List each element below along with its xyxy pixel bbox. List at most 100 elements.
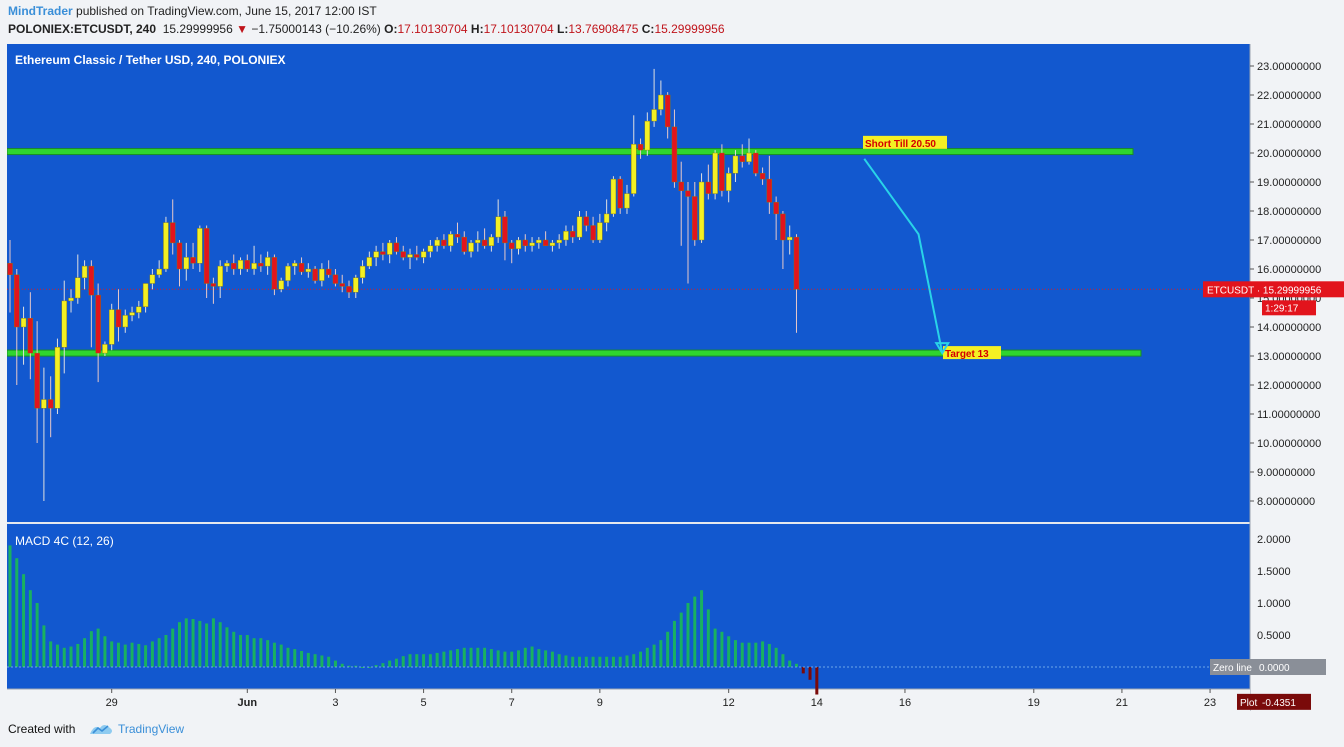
candle-body (278, 280, 284, 290)
candle (61, 280, 67, 374)
candle-body (136, 306, 142, 313)
candle (454, 222, 461, 243)
low-value: 13.76908475 (568, 22, 639, 36)
candle-body (610, 178, 617, 215)
macd-bar (442, 651, 446, 667)
macd-bar (761, 641, 765, 667)
macd-bar (781, 654, 785, 667)
zero-line-value: 0.0000 (1259, 663, 1290, 674)
candle (509, 240, 515, 264)
macd-bar (144, 645, 148, 667)
candle-body (163, 222, 169, 270)
candle-body (122, 315, 128, 328)
candle (705, 164, 712, 200)
candle-body (495, 216, 501, 238)
tradingview-logo-icon[interactable] (88, 719, 188, 739)
candle-body (298, 262, 305, 273)
macd-bar (510, 651, 514, 667)
macd-bar (523, 647, 527, 667)
macd-bar (232, 631, 236, 667)
candle-body (746, 152, 752, 162)
candle-body (95, 294, 101, 354)
candle-body (373, 251, 379, 258)
macd-bar (157, 638, 161, 667)
candle (163, 216, 169, 272)
plot-label: Plot (1240, 698, 1257, 709)
candle-body (576, 216, 583, 238)
candle-body (339, 283, 345, 287)
candle-body (102, 344, 108, 354)
macd-bar (394, 658, 398, 667)
candle (725, 167, 732, 203)
candle (156, 260, 162, 278)
candle (393, 237, 400, 255)
candle (386, 240, 393, 264)
candle (495, 199, 501, 243)
high-value: 17.10130704 (483, 22, 554, 36)
candle (20, 306, 27, 365)
candle (183, 242, 189, 281)
price-tick-label: 8.00000000 (1257, 496, 1315, 508)
macd-bar (137, 643, 141, 667)
candle (54, 338, 61, 414)
macd-bar (327, 656, 331, 667)
candle-body (515, 239, 522, 249)
price-chart[interactable]: Ethereum Classic / Tether USD, 240, POLO… (7, 44, 1344, 711)
macd-bar (49, 641, 53, 667)
macd-bar (571, 656, 575, 667)
candle (129, 306, 135, 322)
symbol-label: POLONIEX:ETCUSDT, 240 (8, 22, 157, 36)
candle-body (712, 152, 718, 194)
candle-body (88, 265, 95, 296)
candle-body (664, 94, 671, 128)
candle-body (793, 236, 800, 290)
macd-bar (686, 603, 690, 667)
zero-line-tag-bg (1210, 659, 1326, 675)
candle-body (190, 257, 196, 264)
publish-info: MindTrader published on TradingView.com,… (8, 4, 377, 18)
candle-body (210, 283, 217, 287)
candle (237, 257, 244, 275)
macd-bar (191, 619, 195, 667)
candle-body (448, 233, 454, 246)
macd-tick-label: 0.5000 (1257, 630, 1291, 642)
macd-bar (239, 635, 243, 667)
price-tick-label: 23.00000000 (1257, 61, 1321, 73)
candle (136, 300, 142, 319)
price-tick-label: 10.00000000 (1257, 438, 1321, 450)
candle-body (81, 265, 88, 278)
price-tag-bg (1203, 281, 1344, 298)
macd-bar (313, 654, 317, 667)
macd-bar (557, 654, 561, 667)
candle-body (454, 233, 461, 238)
macd-bar (123, 644, 127, 667)
macd-bar (652, 644, 656, 667)
macd-bar (184, 618, 188, 667)
candle (664, 92, 671, 139)
candle-body (68, 297, 74, 302)
candle (278, 277, 284, 293)
candle (197, 225, 203, 272)
macd-bar (578, 656, 582, 667)
candle-body (631, 144, 637, 194)
macd-bar (462, 647, 466, 667)
candle-body (475, 239, 481, 244)
candle-body (75, 277, 81, 299)
candle-body (773, 202, 779, 215)
price-tick-label: 13.00000000 (1257, 351, 1321, 363)
time-tick-label: Jun (238, 697, 258, 709)
macd-bar (713, 628, 717, 667)
price-tick-label: 22.00000000 (1257, 90, 1321, 102)
tradingview-brand[interactable]: TradingView (118, 722, 185, 736)
candle (108, 303, 115, 351)
macd-bar (754, 642, 758, 667)
macd-bar (35, 603, 39, 667)
close-value: 15.29999956 (654, 22, 725, 36)
time-tick-label: 5 (421, 697, 427, 709)
macd-bar (300, 651, 304, 667)
author-link[interactable]: MindTrader (8, 4, 73, 18)
macd-bar (272, 642, 276, 667)
horizontal-line (7, 349, 1142, 357)
high-label: H: (470, 22, 484, 36)
candle (41, 367, 47, 501)
